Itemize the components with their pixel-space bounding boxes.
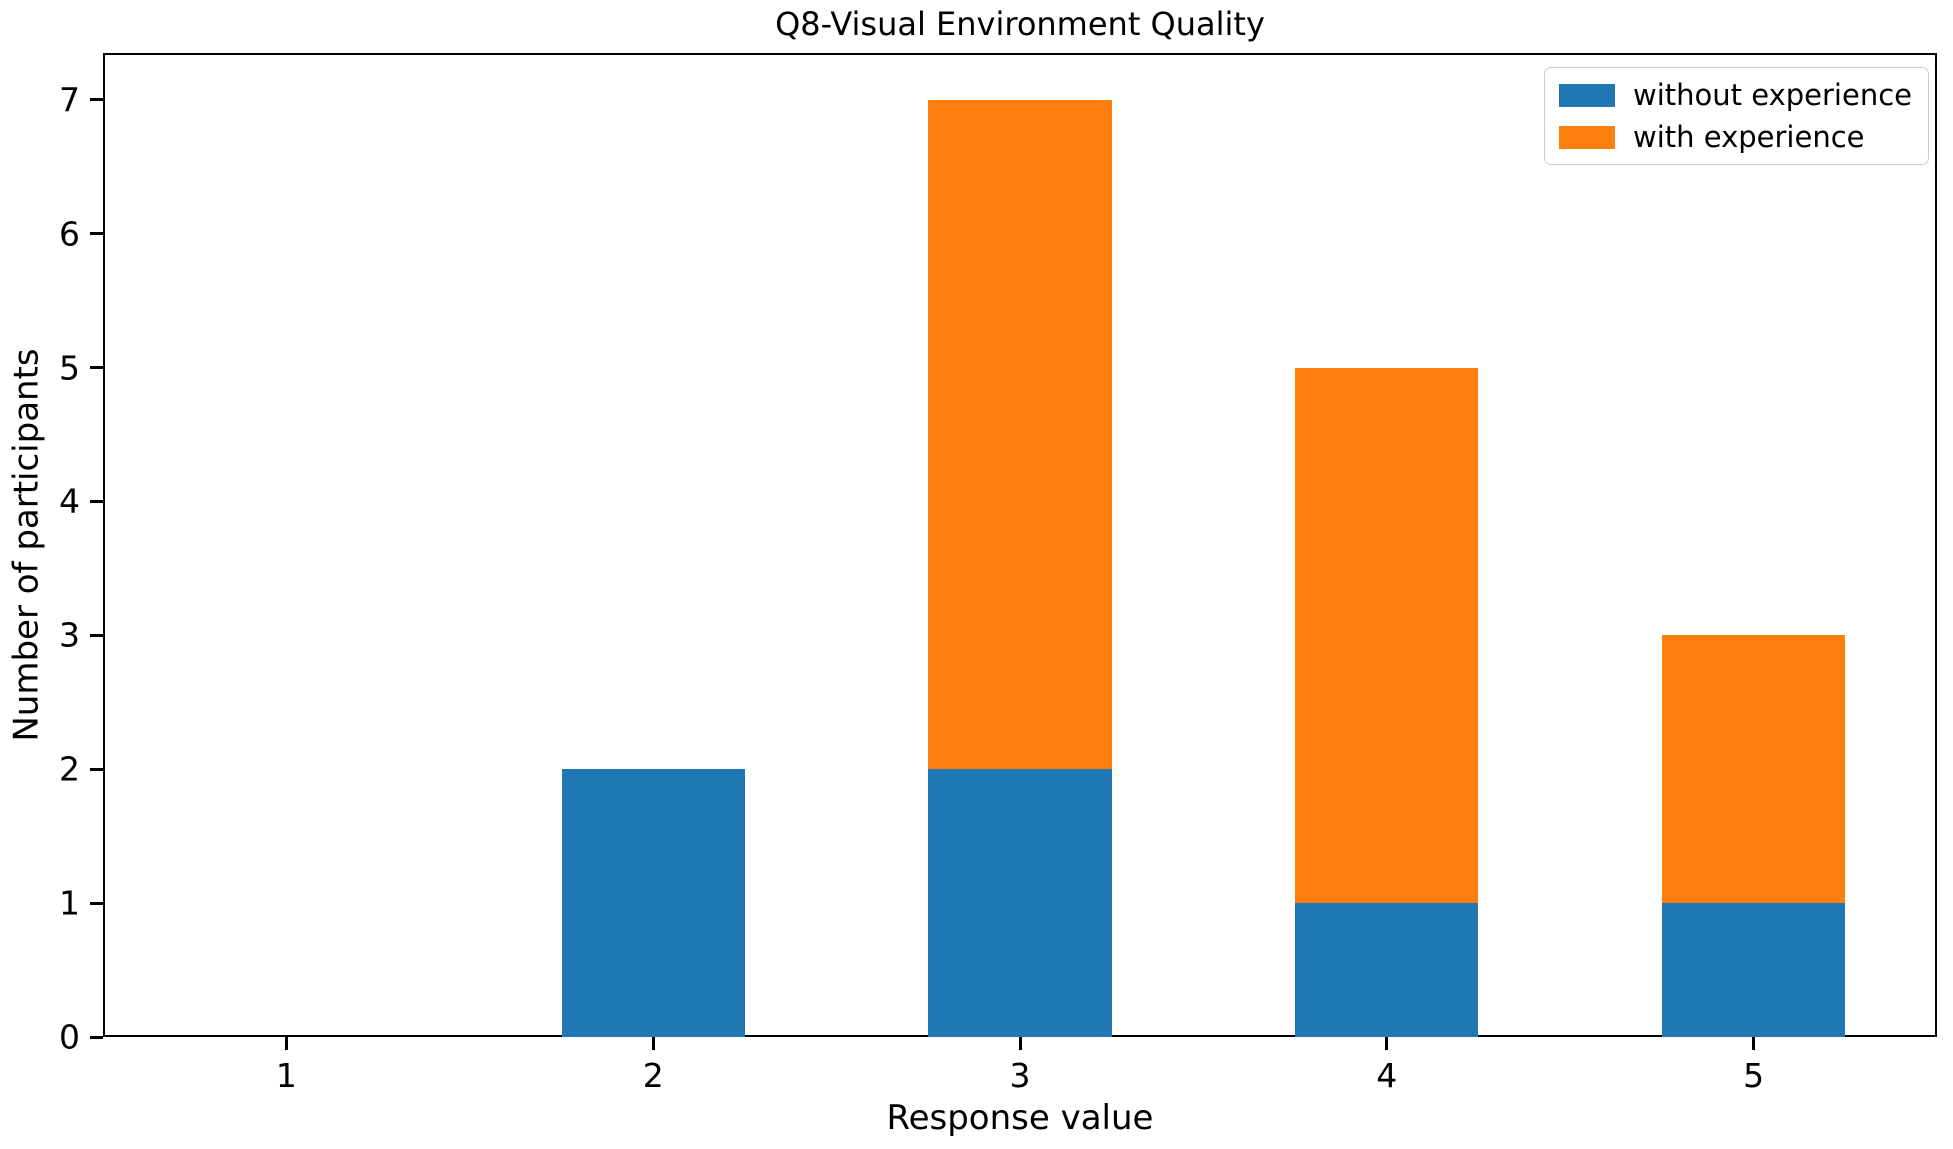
legend: without experience with experience	[1544, 67, 1929, 165]
x-tick-label-3: 3	[1009, 1056, 1031, 1095]
y-tick-mark-6	[90, 232, 103, 236]
y-tick-mark-5	[90, 366, 103, 370]
y-tick-mark-7	[90, 98, 103, 102]
legend-label-without-experience: without experience	[1633, 78, 1912, 112]
bar-5-without-experience	[1661, 903, 1846, 1037]
legend-swatch-with-experience	[1559, 125, 1616, 149]
x-tick-label-1: 1	[275, 1056, 297, 1095]
y-tick-mark-1	[90, 901, 103, 905]
y-tick-label-5: 5	[59, 348, 80, 388]
y-tick-label-7: 7	[59, 80, 80, 120]
y-tick-label-2: 2	[59, 749, 80, 789]
bar-3-with-experience	[928, 99, 1112, 770]
y-tick-label-4: 4	[59, 481, 80, 521]
bar-5-with-experience	[1661, 635, 1846, 904]
x-tick-mark-5	[1752, 1037, 1756, 1050]
x-tick-mark-1	[284, 1037, 288, 1050]
chart-title: Q8-Visual Environment Quality	[775, 5, 1265, 43]
bar-2-without-experience	[561, 769, 745, 1037]
x-tick-mark-4	[1385, 1037, 1389, 1050]
y-tick-label-6: 6	[59, 214, 80, 254]
y-tick-mark-3	[90, 633, 103, 637]
bar-4-with-experience	[1295, 367, 1479, 904]
y-tick-mark-2	[90, 767, 103, 771]
legend-item-without-experience: without experience	[1559, 80, 1912, 110]
y-tick-mark-0	[90, 1035, 103, 1039]
y-axis-label: Number of participants	[7, 348, 48, 742]
legend-swatch-without-experience	[1559, 83, 1616, 107]
y-tick-label-3: 3	[59, 615, 80, 655]
bar-4-without-experience	[1295, 903, 1479, 1037]
bar-3-without-experience	[928, 769, 1112, 1037]
legend-item-with-experience: with experience	[1559, 122, 1912, 152]
x-tick-mark-2	[651, 1037, 655, 1050]
y-tick-label-0: 0	[59, 1017, 80, 1057]
legend-label-with-experience: with experience	[1633, 120, 1865, 154]
x-tick-label-2: 2	[642, 1056, 664, 1095]
x-tick-label-4: 4	[1376, 1056, 1398, 1095]
y-tick-mark-4	[90, 499, 103, 503]
x-axis-label: Response value	[886, 1098, 1154, 1138]
x-tick-label-5: 5	[1743, 1056, 1765, 1095]
x-tick-mark-3	[1018, 1037, 1022, 1050]
y-tick-label-1: 1	[59, 883, 80, 923]
